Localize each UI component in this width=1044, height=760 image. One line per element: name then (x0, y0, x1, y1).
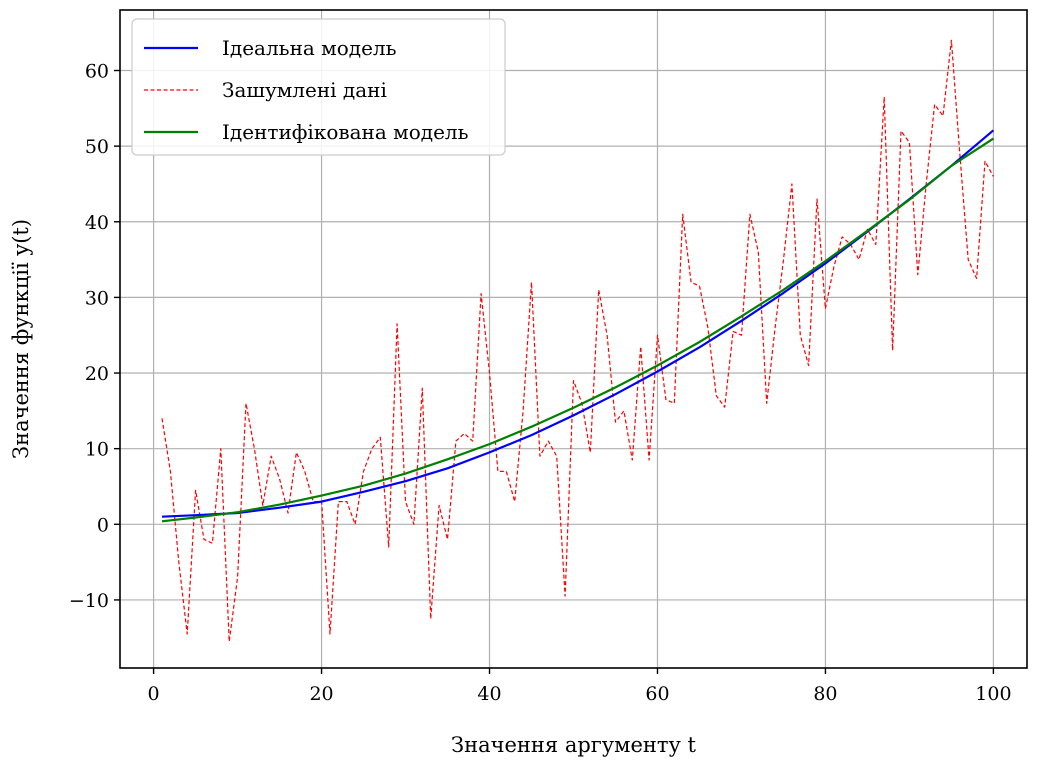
x-tick-label: 60 (645, 683, 669, 705)
y-tick-label: −10 (69, 590, 109, 612)
x-tick-label: 80 (813, 683, 837, 705)
x-tick-label: 0 (148, 683, 160, 705)
legend: Ідеальна модель Зашумлені дані Ідентифіков… (132, 19, 505, 155)
x-tick-label: 40 (477, 683, 501, 705)
legend-label: Ідентифікована модель (222, 120, 469, 144)
y-tick-label: 0 (97, 514, 109, 536)
legend-label: Ідеальна модель (222, 36, 397, 60)
series-line-3 (162, 139, 993, 522)
y-tick-label: 10 (85, 439, 109, 461)
y-tick-label: 60 (85, 61, 109, 83)
axis-ticks: 0 20 40 60 80 100 −10 0 10 20 30 40 50 60 (69, 61, 1012, 705)
legend-label: Зашумлені дані (222, 78, 387, 102)
x-tick-label: 100 (975, 683, 1011, 705)
y-tick-label: 40 (85, 212, 109, 234)
x-tick-label: 20 (309, 683, 333, 705)
series-line-1 (162, 130, 993, 516)
y-tick-label: 50 (85, 136, 109, 158)
y-axis-label: Значення функції y(t) (9, 219, 33, 459)
x-axis-label: Значення аргументу t (451, 733, 697, 757)
y-tick-label: 20 (85, 363, 109, 385)
y-tick-label: 30 (85, 287, 109, 309)
